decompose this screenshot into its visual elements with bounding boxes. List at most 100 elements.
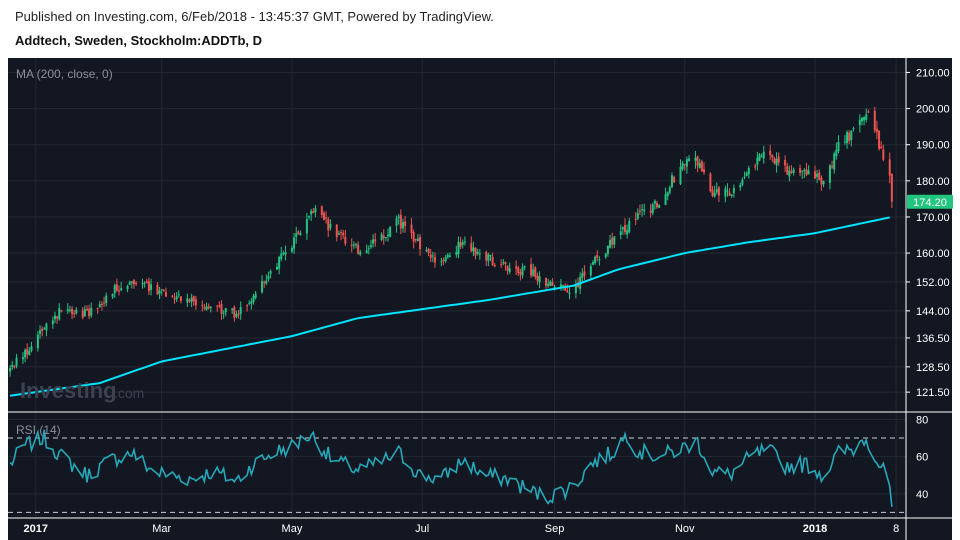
- candle-body: [843, 141, 846, 143]
- watermark-suffix: .com: [114, 385, 144, 401]
- candle-body: [619, 231, 622, 235]
- candle-body: [218, 305, 221, 307]
- candle-body: [28, 350, 31, 356]
- candle-body: [45, 323, 48, 331]
- candle-body: [837, 141, 840, 152]
- candle-body: [589, 266, 592, 276]
- rsi-line: [9, 429, 893, 507]
- candle-body: [638, 210, 641, 212]
- candle-body: [344, 236, 347, 244]
- candle-body: [591, 262, 594, 265]
- candle-body: [833, 153, 836, 170]
- candle-body: [568, 292, 571, 295]
- candle-body: [337, 233, 340, 235]
- candle-body: [562, 285, 565, 287]
- candle-body: [352, 244, 355, 246]
- candle-body: [340, 232, 343, 234]
- candle-body: [128, 282, 131, 285]
- candle-body: [96, 308, 99, 310]
- candle-body: [606, 245, 609, 254]
- candle-body: [730, 194, 733, 196]
- candle-body: [115, 284, 118, 291]
- candle-body: [308, 215, 311, 218]
- candle-body: [758, 154, 761, 161]
- rsi-reference-lines: [8, 437, 906, 513]
- candle-body: [888, 159, 891, 176]
- candle-body: [792, 169, 795, 174]
- rsi-tick-label: 80: [916, 414, 928, 426]
- last-price-badge-bg: [907, 194, 953, 209]
- candle-body: [698, 163, 701, 168]
- candle-body: [658, 205, 661, 208]
- candle-body: [566, 290, 569, 293]
- watermark-logo: Investing .com: [20, 378, 144, 403]
- candle-body: [873, 110, 876, 131]
- candle-body: [641, 209, 644, 211]
- candle-body: [325, 217, 328, 219]
- candle-body: [769, 150, 772, 155]
- time-tick-label: Nov: [675, 523, 695, 535]
- candle-body: [354, 244, 357, 246]
- candle-body: [790, 171, 793, 173]
- candle-body: [51, 320, 54, 325]
- candle-body: [807, 170, 810, 175]
- candle-body: [209, 306, 212, 309]
- candle-body: [611, 238, 614, 245]
- last-price-label: 174.20: [913, 197, 947, 209]
- price-tick-label: 210.00: [916, 67, 950, 79]
- candle-body: [71, 308, 74, 314]
- candle-body: [775, 159, 778, 166]
- candle-body: [459, 242, 462, 247]
- chart-background: [8, 58, 952, 540]
- candle-body: [760, 156, 763, 158]
- candle-body: [574, 284, 577, 294]
- candle-body: [156, 284, 159, 295]
- candle-body: [58, 308, 61, 320]
- candle-body: [777, 156, 780, 163]
- candle-body: [207, 306, 210, 309]
- candle-body: [805, 169, 808, 175]
- candle-body: [105, 295, 108, 304]
- candle-body: [231, 308, 234, 311]
- candle-body: [508, 268, 511, 272]
- candle-body: [521, 267, 524, 276]
- candle-body: [433, 257, 436, 263]
- candle-body: [53, 315, 56, 320]
- candle-body: [609, 240, 612, 248]
- candle-body: [820, 177, 823, 185]
- time-tick-label: Sep: [545, 523, 565, 535]
- candle-body: [171, 295, 174, 297]
- candle-body: [583, 271, 586, 276]
- candle-body: [103, 302, 106, 304]
- candle-body: [350, 244, 353, 246]
- candle-body: [224, 308, 227, 313]
- candle-body: [367, 248, 370, 250]
- candle-body: [235, 314, 238, 317]
- candle-body: [220, 304, 223, 314]
- candle-body: [276, 266, 279, 270]
- candle-body: [455, 252, 458, 255]
- candle-body: [636, 212, 639, 219]
- candle-body: [254, 293, 257, 298]
- candle-body: [711, 189, 714, 196]
- candle-body: [478, 253, 481, 255]
- candle-body: [626, 230, 629, 235]
- candle-body: [365, 250, 368, 254]
- candle-body: [446, 254, 449, 258]
- candle-body: [75, 309, 78, 314]
- candle-body: [162, 290, 165, 292]
- candle-body: [24, 349, 27, 358]
- candle-body: [66, 309, 69, 312]
- candle-body: [536, 275, 539, 281]
- candle-body: [322, 213, 325, 220]
- candle-body: [83, 309, 86, 317]
- candle-body: [267, 275, 270, 280]
- candle-body: [188, 300, 191, 302]
- candle-body: [293, 237, 296, 249]
- candle-body: [803, 169, 806, 172]
- candle-body: [747, 167, 750, 175]
- candle-body: [252, 295, 255, 302]
- candle-body: [506, 265, 509, 271]
- candle-body: [470, 243, 473, 252]
